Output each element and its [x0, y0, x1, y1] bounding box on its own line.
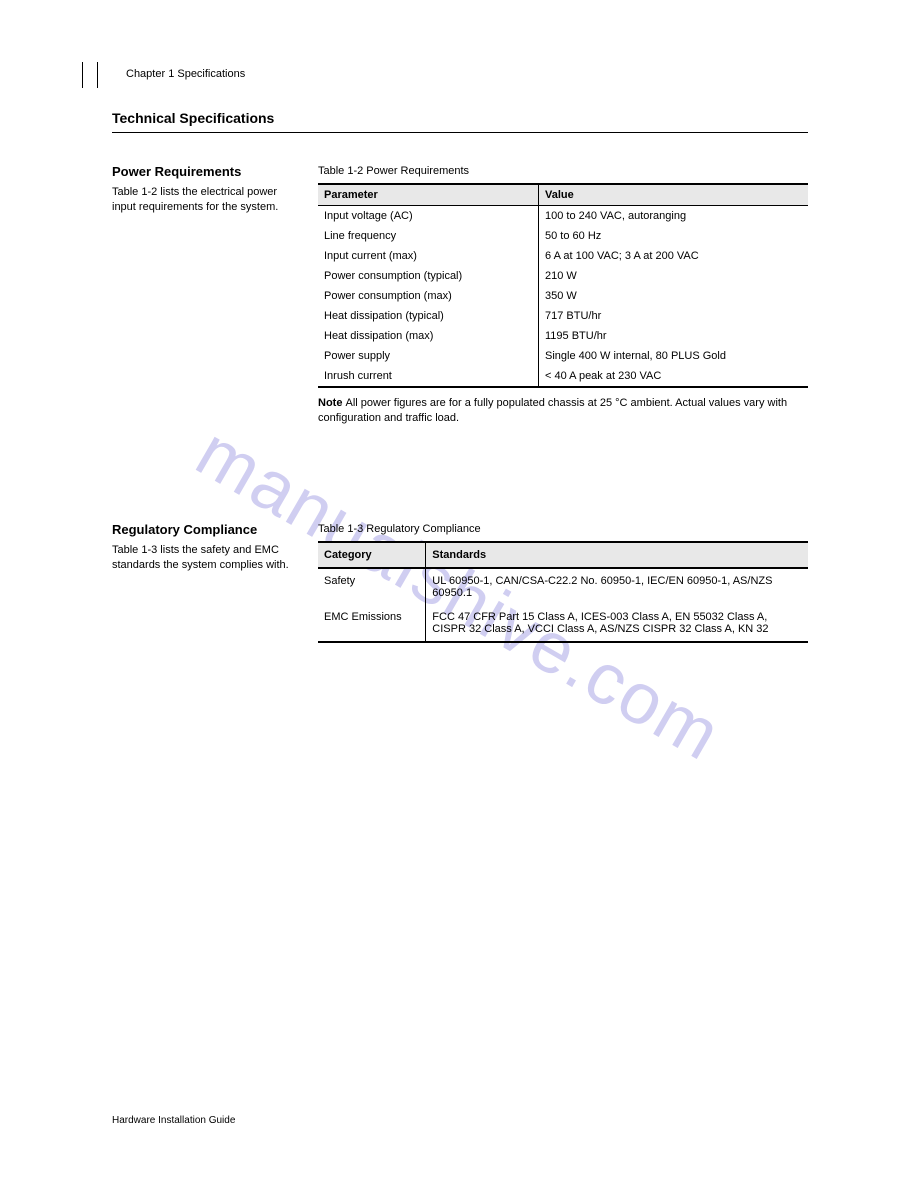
compliance-table-block: Table 1-3 Regulatory Compliance Category…: [318, 522, 808, 643]
table-row: SafetyUL 60950-1, CAN/CSA-C22.2 No. 6095…: [318, 568, 808, 605]
page-number-box: [82, 62, 98, 88]
compliance-table: Category Standards SafetyUL 60950-1, CAN…: [318, 541, 808, 643]
note-label: Note: [318, 397, 346, 409]
table-row: Input current (max)6 A at 100 VAC; 3 A a…: [318, 246, 808, 266]
cell: Inrush current: [318, 366, 539, 387]
compliance-table-caption: Table 1-3 Regulatory Compliance: [318, 522, 808, 537]
cell: FCC 47 CFR Part 15 Class A, ICES-003 Cla…: [426, 605, 808, 642]
table-row: Power consumption (max)350 W: [318, 286, 808, 306]
cell: Input current (max): [318, 246, 539, 266]
cell: Line frequency: [318, 226, 539, 246]
section-rule: [112, 132, 808, 133]
power-table-caption: Table 1-2 Power Requirements: [318, 164, 808, 179]
cell: Power consumption (typical): [318, 266, 539, 286]
section-title: Technical Specifications: [112, 110, 274, 126]
table-row: Power consumption (typical)210 W: [318, 266, 808, 286]
chapter-title: Chapter 1 Specifications: [126, 68, 245, 80]
cell: 717 BTU/hr: [539, 306, 809, 326]
cell: 100 to 240 VAC, autoranging: [539, 205, 809, 226]
power-heading: Power Requirements: [112, 164, 302, 179]
cell: Input voltage (AC): [318, 205, 539, 226]
cell: UL 60950-1, CAN/CSA-C22.2 No. 60950-1, I…: [426, 568, 808, 605]
cell: 6 A at 100 VAC; 3 A at 200 VAC: [539, 246, 809, 266]
table-row: Power supplySingle 400 W internal, 80 PL…: [318, 346, 808, 366]
table-row: EMC EmissionsFCC 47 CFR Part 15 Class A,…: [318, 605, 808, 642]
page-header: Chapter 1 Specifications: [82, 62, 808, 102]
compliance-heading: Regulatory Compliance: [112, 522, 302, 537]
cell: EMC Emissions: [318, 605, 426, 642]
cell: 350 W: [539, 286, 809, 306]
power-note: Note All power figures are for a fully p…: [318, 396, 808, 426]
table-row: Heat dissipation (max)1195 BTU/hr: [318, 326, 808, 346]
table-header-row: Parameter Value: [318, 184, 808, 206]
table-row: Inrush current< 40 A peak at 230 VAC: [318, 366, 808, 387]
power-col-header-2: Value: [539, 184, 809, 206]
table-header-row: Category Standards: [318, 542, 808, 568]
table-row: Heat dissipation (typical)717 BTU/hr: [318, 306, 808, 326]
cell: Power supply: [318, 346, 539, 366]
cell: 1195 BTU/hr: [539, 326, 809, 346]
cell: Safety: [318, 568, 426, 605]
power-table: Parameter Value Input voltage (AC)100 to…: [318, 183, 808, 388]
power-heading-block: Power Requirements Table 1-2 lists the e…: [112, 164, 302, 215]
compliance-intro: Table 1-3 lists the safety and EMC stand…: [112, 543, 302, 573]
footer-text: Hardware Installation Guide: [112, 1115, 235, 1126]
table-row: Line frequency50 to 60 Hz: [318, 226, 808, 246]
compliance-col-header-1: Category: [318, 542, 426, 568]
power-intro: Table 1-2 lists the electrical power inp…: [112, 185, 302, 215]
cell: 50 to 60 Hz: [539, 226, 809, 246]
note-text: All power figures are for a fully popula…: [318, 397, 787, 424]
cell: Power consumption (max): [318, 286, 539, 306]
compliance-col-header-2: Standards: [426, 542, 808, 568]
table-row: Input voltage (AC)100 to 240 VAC, autora…: [318, 205, 808, 226]
cell: Single 400 W internal, 80 PLUS Gold: [539, 346, 809, 366]
power-table-block: Table 1-2 Power Requirements Parameter V…: [318, 164, 808, 426]
compliance-heading-block: Regulatory Compliance Table 1-3 lists th…: [112, 522, 302, 573]
power-col-header-1: Parameter: [318, 184, 539, 206]
cell: < 40 A peak at 230 VAC: [539, 366, 809, 387]
cell: Heat dissipation (max): [318, 326, 539, 346]
cell: Heat dissipation (typical): [318, 306, 539, 326]
cell: 210 W: [539, 266, 809, 286]
